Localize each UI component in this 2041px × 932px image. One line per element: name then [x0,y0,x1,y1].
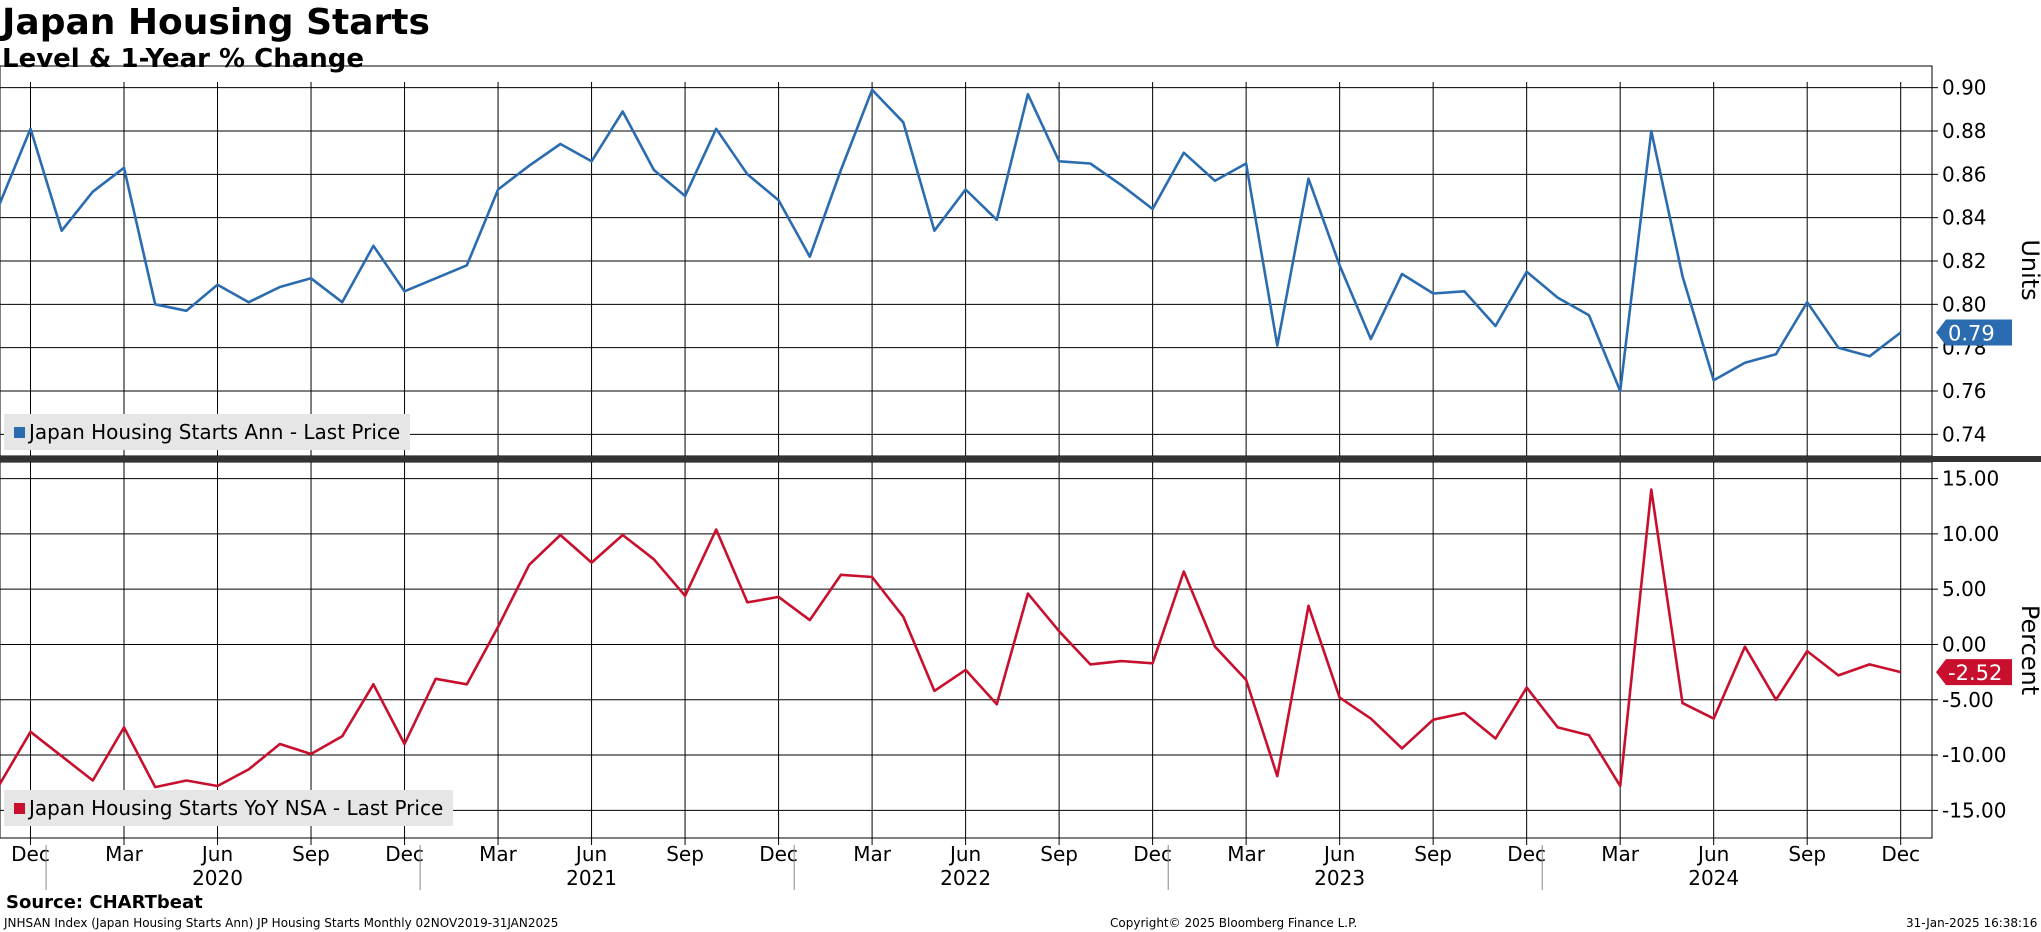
y-tick-label: 0.74 [1942,422,1987,446]
panel-separator [0,456,2041,462]
y-tick-label: 0.86 [1942,162,1987,186]
y-tick-label: 15.00 [1942,467,1999,491]
x-tick-label: Dec [1881,842,1920,866]
x-tick-label: Dec [1133,842,1172,866]
x-tick-label: Sep [1788,842,1826,866]
x-year-label: 2024 [1688,866,1739,890]
footer-info: JNHSAN Index (Japan Housing Starts Ann) … [4,916,559,930]
legend-bottom-label: Japan Housing Starts YoY NSA - Last Pric… [29,796,444,820]
footer-copyright: Copyright© 2025 Bloomberg Finance L.P. [1110,916,1358,930]
y-tick-label: 0.00 [1942,632,1987,656]
x-tick-label: Dec [759,842,798,866]
last-value-badge-0 [1936,319,2012,346]
x-year-label: 2021 [566,866,617,890]
y-tick-label: 0.84 [1942,206,1987,230]
footer-timestamp: 31-Jan-2025 16:38:16 [1906,916,2038,930]
chart-title: Japan Housing Starts [2,2,430,43]
x-tick-label: Mar [105,842,144,866]
x-tick-label: Mar [1227,842,1266,866]
x-tick-label: Dec [1507,842,1546,866]
x-tick-label: Sep [292,842,330,866]
y-axis-title-0: Units [2016,239,2041,300]
x-tick-label: Dec [11,842,50,866]
x-year-label: 2023 [1314,866,1365,890]
y-tick-label: -5.00 [1942,688,1994,712]
y-tick-label: 0.76 [1942,379,1987,403]
x-tick-label: Mar [853,842,892,866]
series-line-1 [0,488,1902,789]
x-tick-label: Sep [1040,842,1078,866]
x-tick-label: Mar [479,842,518,866]
y-tick-label: -10.00 [1942,743,2006,767]
y-tick-label: -15.00 [1942,798,2006,822]
legend-swatch-red [14,802,25,814]
legend-top-label: Japan Housing Starts Ann - Last Price [29,420,401,444]
y-tick-label: 0.82 [1942,249,1987,273]
x-tick-label: Jun [1322,842,1355,866]
y-tick-label: 10.00 [1942,522,1999,546]
chart-subtitle: Level & 1-Year % Change [2,44,365,74]
x-tick-label: Jun [574,842,607,866]
x-tick-label: Mar [1601,842,1640,866]
x-tick-label: Dec [385,842,424,866]
last-value-badge-1 [1936,659,2012,686]
legend-top: Japan Housing Starts Ann - Last Price [4,414,411,450]
legend-swatch-blue [14,426,25,438]
series-line-0 [0,88,1902,393]
x-tick-label: Sep [1414,842,1452,866]
x-tick-label: Sep [666,842,704,866]
x-tick-label: Jun [200,842,233,866]
x-year-label: 2022 [940,866,991,890]
y-tick-label: 0.88 [1942,119,1987,143]
y-tick-label: 5.00 [1942,577,1987,601]
last-value-label-1: -2.52 [1948,661,2002,685]
x-tick-label: Jun [948,842,981,866]
x-year-label: 2020 [192,866,243,890]
last-value-label-0: 0.79 [1948,322,1995,346]
legend-bottom: Japan Housing Starts YoY NSA - Last Pric… [4,790,454,826]
y-axis-title-1: Percent [2016,605,2041,695]
y-tick-label: 0.80 [1942,292,1987,316]
source-label: Source: CHARTbeat [6,892,203,913]
y-tick-label: 0.90 [1942,76,1987,100]
x-tick-label: Jun [1696,842,1729,866]
